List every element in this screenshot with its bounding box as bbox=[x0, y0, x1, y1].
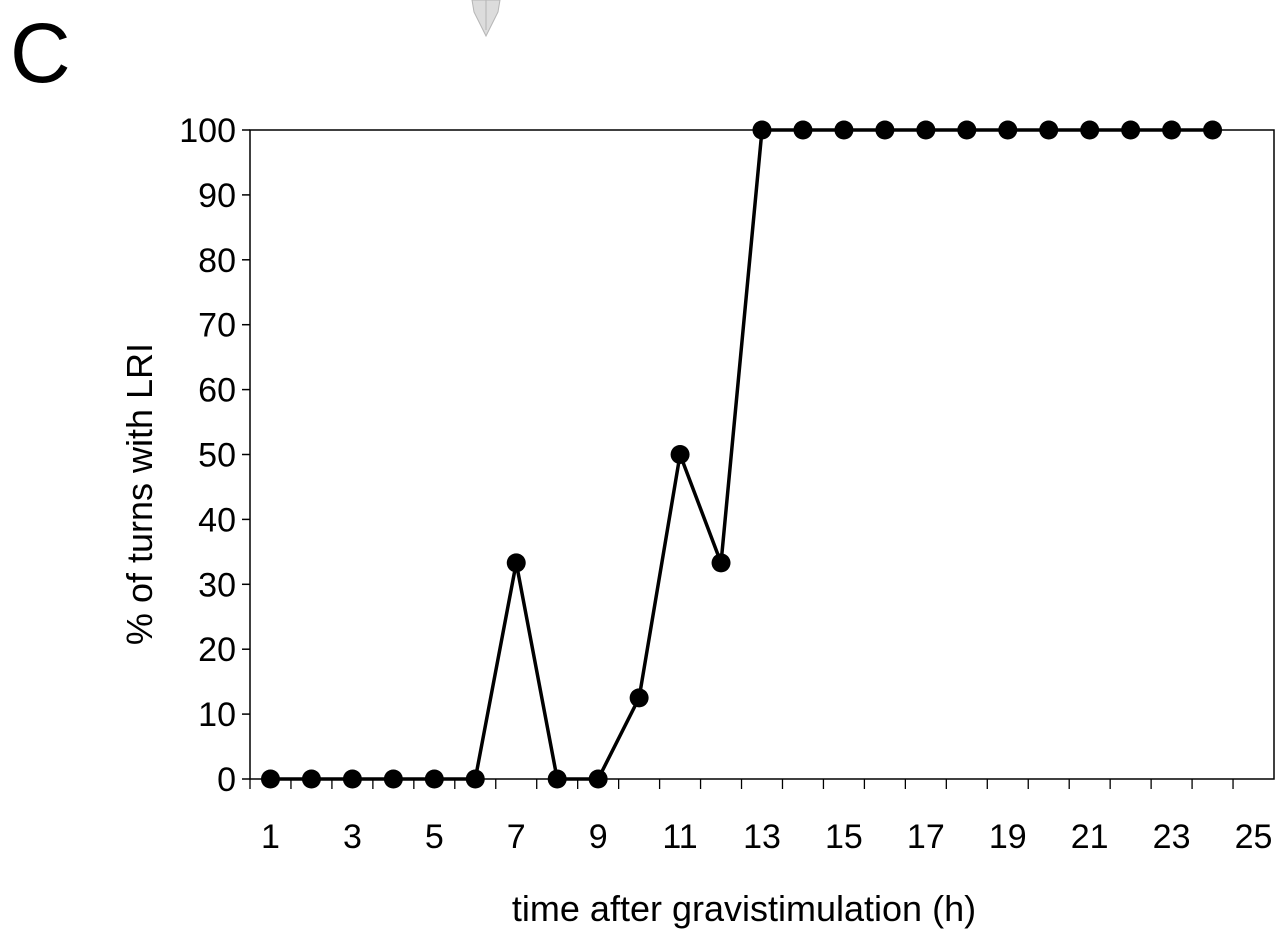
panel-label: C bbox=[10, 6, 71, 100]
data-point bbox=[957, 120, 977, 140]
y-tick-label: 30 bbox=[198, 566, 236, 604]
data-point bbox=[342, 769, 362, 789]
x-tick-label: 17 bbox=[907, 818, 945, 856]
data-point bbox=[424, 769, 444, 789]
data-point bbox=[1121, 120, 1141, 140]
data-point bbox=[998, 120, 1018, 140]
data-point bbox=[1203, 120, 1223, 140]
x-tick-label: 3 bbox=[343, 818, 362, 856]
y-tick-label: 10 bbox=[198, 696, 236, 734]
x-tick-label: 21 bbox=[1071, 818, 1109, 856]
y-tick-label: 60 bbox=[198, 372, 236, 410]
x-axis: 1 3 5 7 9 11 13 15 17 19 21 23 25 bbox=[249, 779, 1273, 856]
data-point bbox=[588, 769, 608, 789]
x-tick-label: 25 bbox=[1235, 818, 1273, 856]
data-point bbox=[301, 769, 321, 789]
data-point bbox=[1162, 120, 1182, 140]
y-tick-label: 0 bbox=[217, 761, 236, 799]
y-axis-label: % of turns with LRI bbox=[119, 343, 160, 645]
data-point bbox=[834, 120, 854, 140]
y-tick-label: 80 bbox=[198, 242, 236, 280]
y-axis: 0 10 20 30 40 50 60 70 80 90 100 bbox=[179, 112, 250, 799]
x-axis-label: time after gravistimulation (h) bbox=[512, 888, 976, 929]
data-point bbox=[670, 445, 690, 464]
x-tick-label: 19 bbox=[989, 818, 1027, 856]
data-point bbox=[875, 120, 895, 140]
data-point bbox=[752, 120, 772, 140]
y-tick-label: 70 bbox=[198, 307, 236, 345]
x-tick-label: 5 bbox=[425, 818, 444, 856]
data-point bbox=[1080, 120, 1100, 140]
y-tick-label: 20 bbox=[198, 631, 236, 669]
data-point bbox=[793, 120, 813, 140]
data-point bbox=[506, 553, 526, 573]
plot-frame bbox=[249, 129, 1275, 780]
y-tick-label: 50 bbox=[198, 437, 236, 475]
x-tick-label: 13 bbox=[743, 818, 781, 856]
x-tick-label: 9 bbox=[589, 818, 608, 856]
data-point bbox=[465, 769, 485, 789]
y-tick-label: 100 bbox=[179, 112, 236, 150]
data-point bbox=[711, 553, 731, 573]
series-layer bbox=[260, 120, 1223, 789]
x-tick-label: 7 bbox=[507, 818, 526, 856]
y-tick-label: 90 bbox=[198, 177, 236, 215]
data-point bbox=[1039, 120, 1059, 140]
data-point bbox=[916, 120, 936, 140]
data-point bbox=[629, 688, 649, 708]
x-tick-label: 23 bbox=[1153, 818, 1191, 856]
x-tick-label: 11 bbox=[662, 818, 697, 856]
data-point bbox=[260, 769, 280, 789]
x-tick-label: 15 bbox=[825, 818, 863, 856]
data-point bbox=[383, 769, 403, 789]
x-tick-label: 1 bbox=[261, 818, 280, 856]
series-line bbox=[270, 128, 1213, 781]
y-tick-label: 40 bbox=[198, 501, 236, 539]
data-point bbox=[547, 769, 567, 789]
